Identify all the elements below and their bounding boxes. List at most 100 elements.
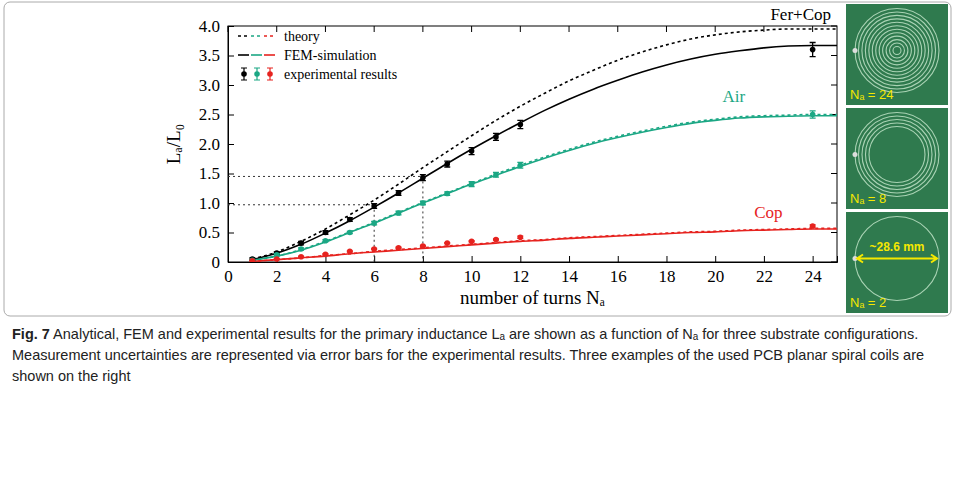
tick: 8 bbox=[419, 256, 428, 286]
tick-mark bbox=[228, 26, 229, 32]
coil-ring bbox=[855, 113, 939, 197]
legend-swatch bbox=[238, 35, 249, 37]
error-bar bbox=[493, 133, 499, 140]
error-bar bbox=[493, 172, 499, 177]
data-point bbox=[298, 254, 304, 260]
tick: 4 bbox=[322, 256, 331, 286]
legend-label: experimental results bbox=[284, 67, 397, 82]
tick-mark bbox=[715, 26, 716, 32]
caption-text: Analytical, FEM and experimental results… bbox=[12, 326, 924, 384]
error-bar bbox=[810, 111, 816, 118]
tick-label: 4 bbox=[322, 267, 331, 286]
curve bbox=[252, 115, 837, 261]
y-axis: 00.51.01.52.02.53.03.54.0 bbox=[199, 17, 234, 272]
error-bar bbox=[420, 175, 426, 181]
legend-swatch bbox=[241, 68, 247, 80]
coil-ring bbox=[866, 123, 929, 186]
tick-mark bbox=[228, 174, 234, 175]
data-point bbox=[420, 200, 426, 206]
tick-mark bbox=[374, 26, 375, 32]
tick: 14 bbox=[561, 256, 579, 286]
tick: 12 bbox=[512, 256, 529, 286]
data-point bbox=[493, 134, 499, 140]
legend-label: FEM-simulation bbox=[284, 48, 377, 63]
curve bbox=[252, 116, 837, 261]
error-bar bbox=[396, 191, 402, 196]
tick-label: 8 bbox=[419, 267, 428, 286]
photo-label: Nₐ = 24 bbox=[850, 87, 894, 102]
guide-line bbox=[228, 204, 374, 205]
y-axis-title: Lₐ/L₀ bbox=[163, 124, 184, 164]
coil-pad bbox=[853, 48, 858, 53]
legend: theoryFEM-simulationexperimental results bbox=[238, 29, 397, 82]
curve bbox=[252, 228, 837, 261]
curve-label: Cop bbox=[754, 203, 782, 222]
tick: 0.5 bbox=[199, 223, 234, 242]
tick-label: 22 bbox=[756, 267, 773, 286]
data-point bbox=[493, 172, 499, 178]
caption-label: Fig. 7 bbox=[12, 326, 50, 342]
data-point bbox=[420, 243, 426, 249]
guide-line bbox=[374, 205, 375, 262]
tick-mark bbox=[569, 256, 570, 262]
data-point bbox=[298, 246, 304, 252]
curve-label: Fer+Cop bbox=[770, 5, 831, 24]
data-point bbox=[518, 122, 524, 128]
tick-mark bbox=[831, 203, 837, 204]
tick-mark bbox=[569, 26, 570, 32]
tick-mark bbox=[228, 115, 234, 116]
tick-mark bbox=[666, 256, 667, 262]
error-bar bbox=[517, 162, 523, 168]
tick: 16 bbox=[610, 256, 627, 286]
tick-mark bbox=[228, 144, 234, 145]
dimension-arrow bbox=[857, 255, 937, 263]
data-point bbox=[396, 245, 402, 251]
error-bar bbox=[469, 148, 475, 155]
tick-label: 2 bbox=[273, 267, 282, 286]
coil-photo: Nₐ = 2~28.6 mm bbox=[846, 212, 948, 313]
data-point bbox=[444, 161, 450, 167]
tick-mark bbox=[228, 203, 234, 204]
coil-ring bbox=[872, 26, 921, 75]
data-point bbox=[347, 217, 353, 223]
x-axis: 024681012141618202224 bbox=[224, 256, 837, 286]
legend-item: experimental results bbox=[241, 67, 397, 82]
coil-ring bbox=[855, 9, 939, 93]
data-point bbox=[371, 220, 377, 226]
data-point bbox=[250, 258, 256, 262]
tick-mark bbox=[617, 26, 618, 32]
tick-label: 0 bbox=[224, 267, 233, 286]
photo-label: Nₐ = 2 bbox=[850, 295, 886, 310]
error-bar bbox=[469, 182, 475, 187]
tick: 2.0 bbox=[199, 135, 234, 154]
coil-ring bbox=[890, 43, 905, 58]
curve-label: Air bbox=[723, 87, 746, 106]
tick-mark bbox=[472, 256, 473, 262]
tick-mark bbox=[228, 26, 234, 27]
error-bar bbox=[810, 43, 816, 57]
tick-label: 20 bbox=[707, 267, 724, 286]
tick-mark bbox=[831, 85, 837, 86]
tick-label: 1.0 bbox=[199, 194, 220, 213]
coil-ring bbox=[893, 47, 901, 55]
coil-ring bbox=[879, 33, 915, 69]
tick-mark bbox=[228, 85, 234, 86]
coil-photo: Nₐ = 24 bbox=[846, 4, 948, 105]
tick-mark bbox=[325, 26, 326, 32]
coil-pad bbox=[853, 152, 858, 157]
legend-swatch bbox=[267, 71, 273, 77]
tick: 3.5 bbox=[199, 46, 234, 65]
error-bar bbox=[371, 204, 377, 209]
data-point bbox=[469, 239, 475, 245]
figure: 02468101214161820222400.51.01.52.02.53.0… bbox=[0, 0, 956, 320]
data-point bbox=[347, 249, 353, 255]
coil-ring bbox=[859, 116, 936, 193]
axis-line bbox=[229, 27, 235, 263]
data-point bbox=[274, 256, 280, 262]
tick-mark bbox=[228, 56, 234, 57]
data-point bbox=[810, 112, 816, 118]
data-point bbox=[396, 190, 402, 196]
tick-mark bbox=[831, 26, 837, 27]
tick: 24 bbox=[805, 256, 823, 286]
data-point bbox=[250, 257, 256, 262]
